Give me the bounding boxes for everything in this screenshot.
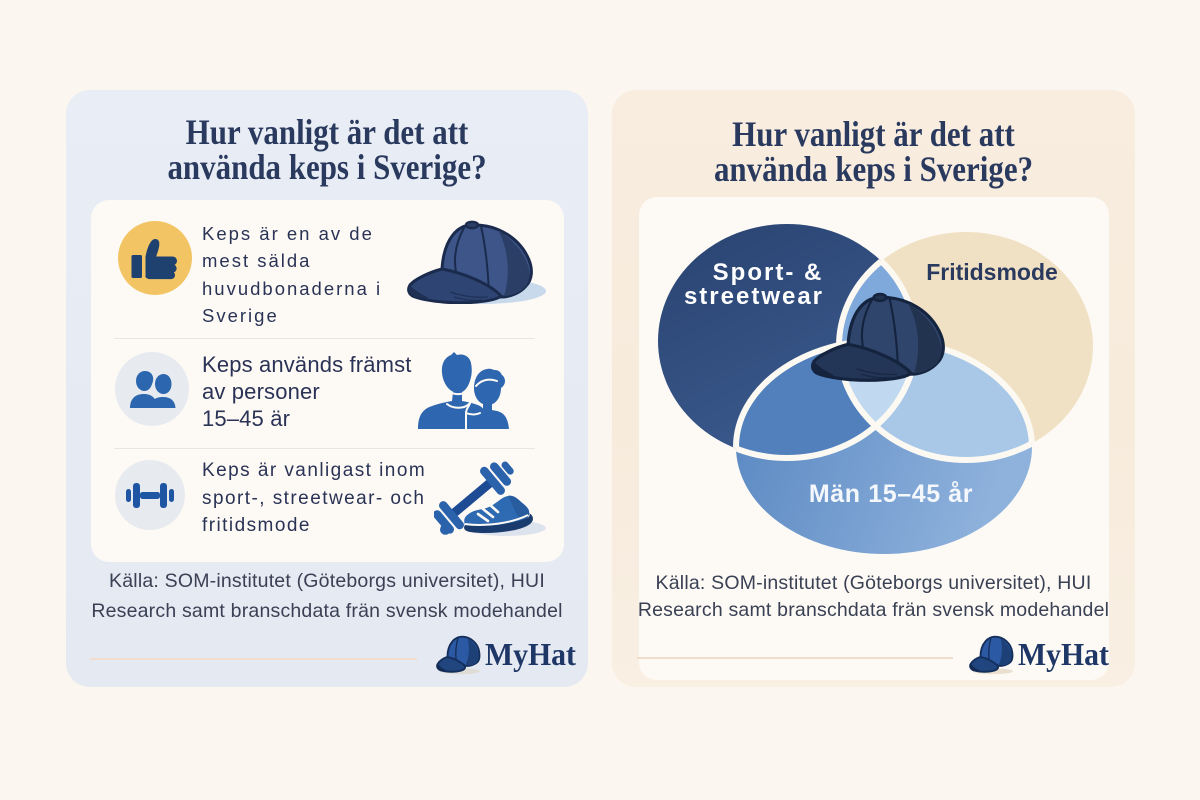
- svg-text:Fritidsmode: Fritidsmode: [926, 259, 1058, 285]
- svg-text:Män 15–45 år: Män 15–45 år: [809, 480, 973, 508]
- svg-text:streetwear: streetwear: [684, 283, 824, 310]
- svg-text:Sport- &: Sport- &: [713, 259, 824, 286]
